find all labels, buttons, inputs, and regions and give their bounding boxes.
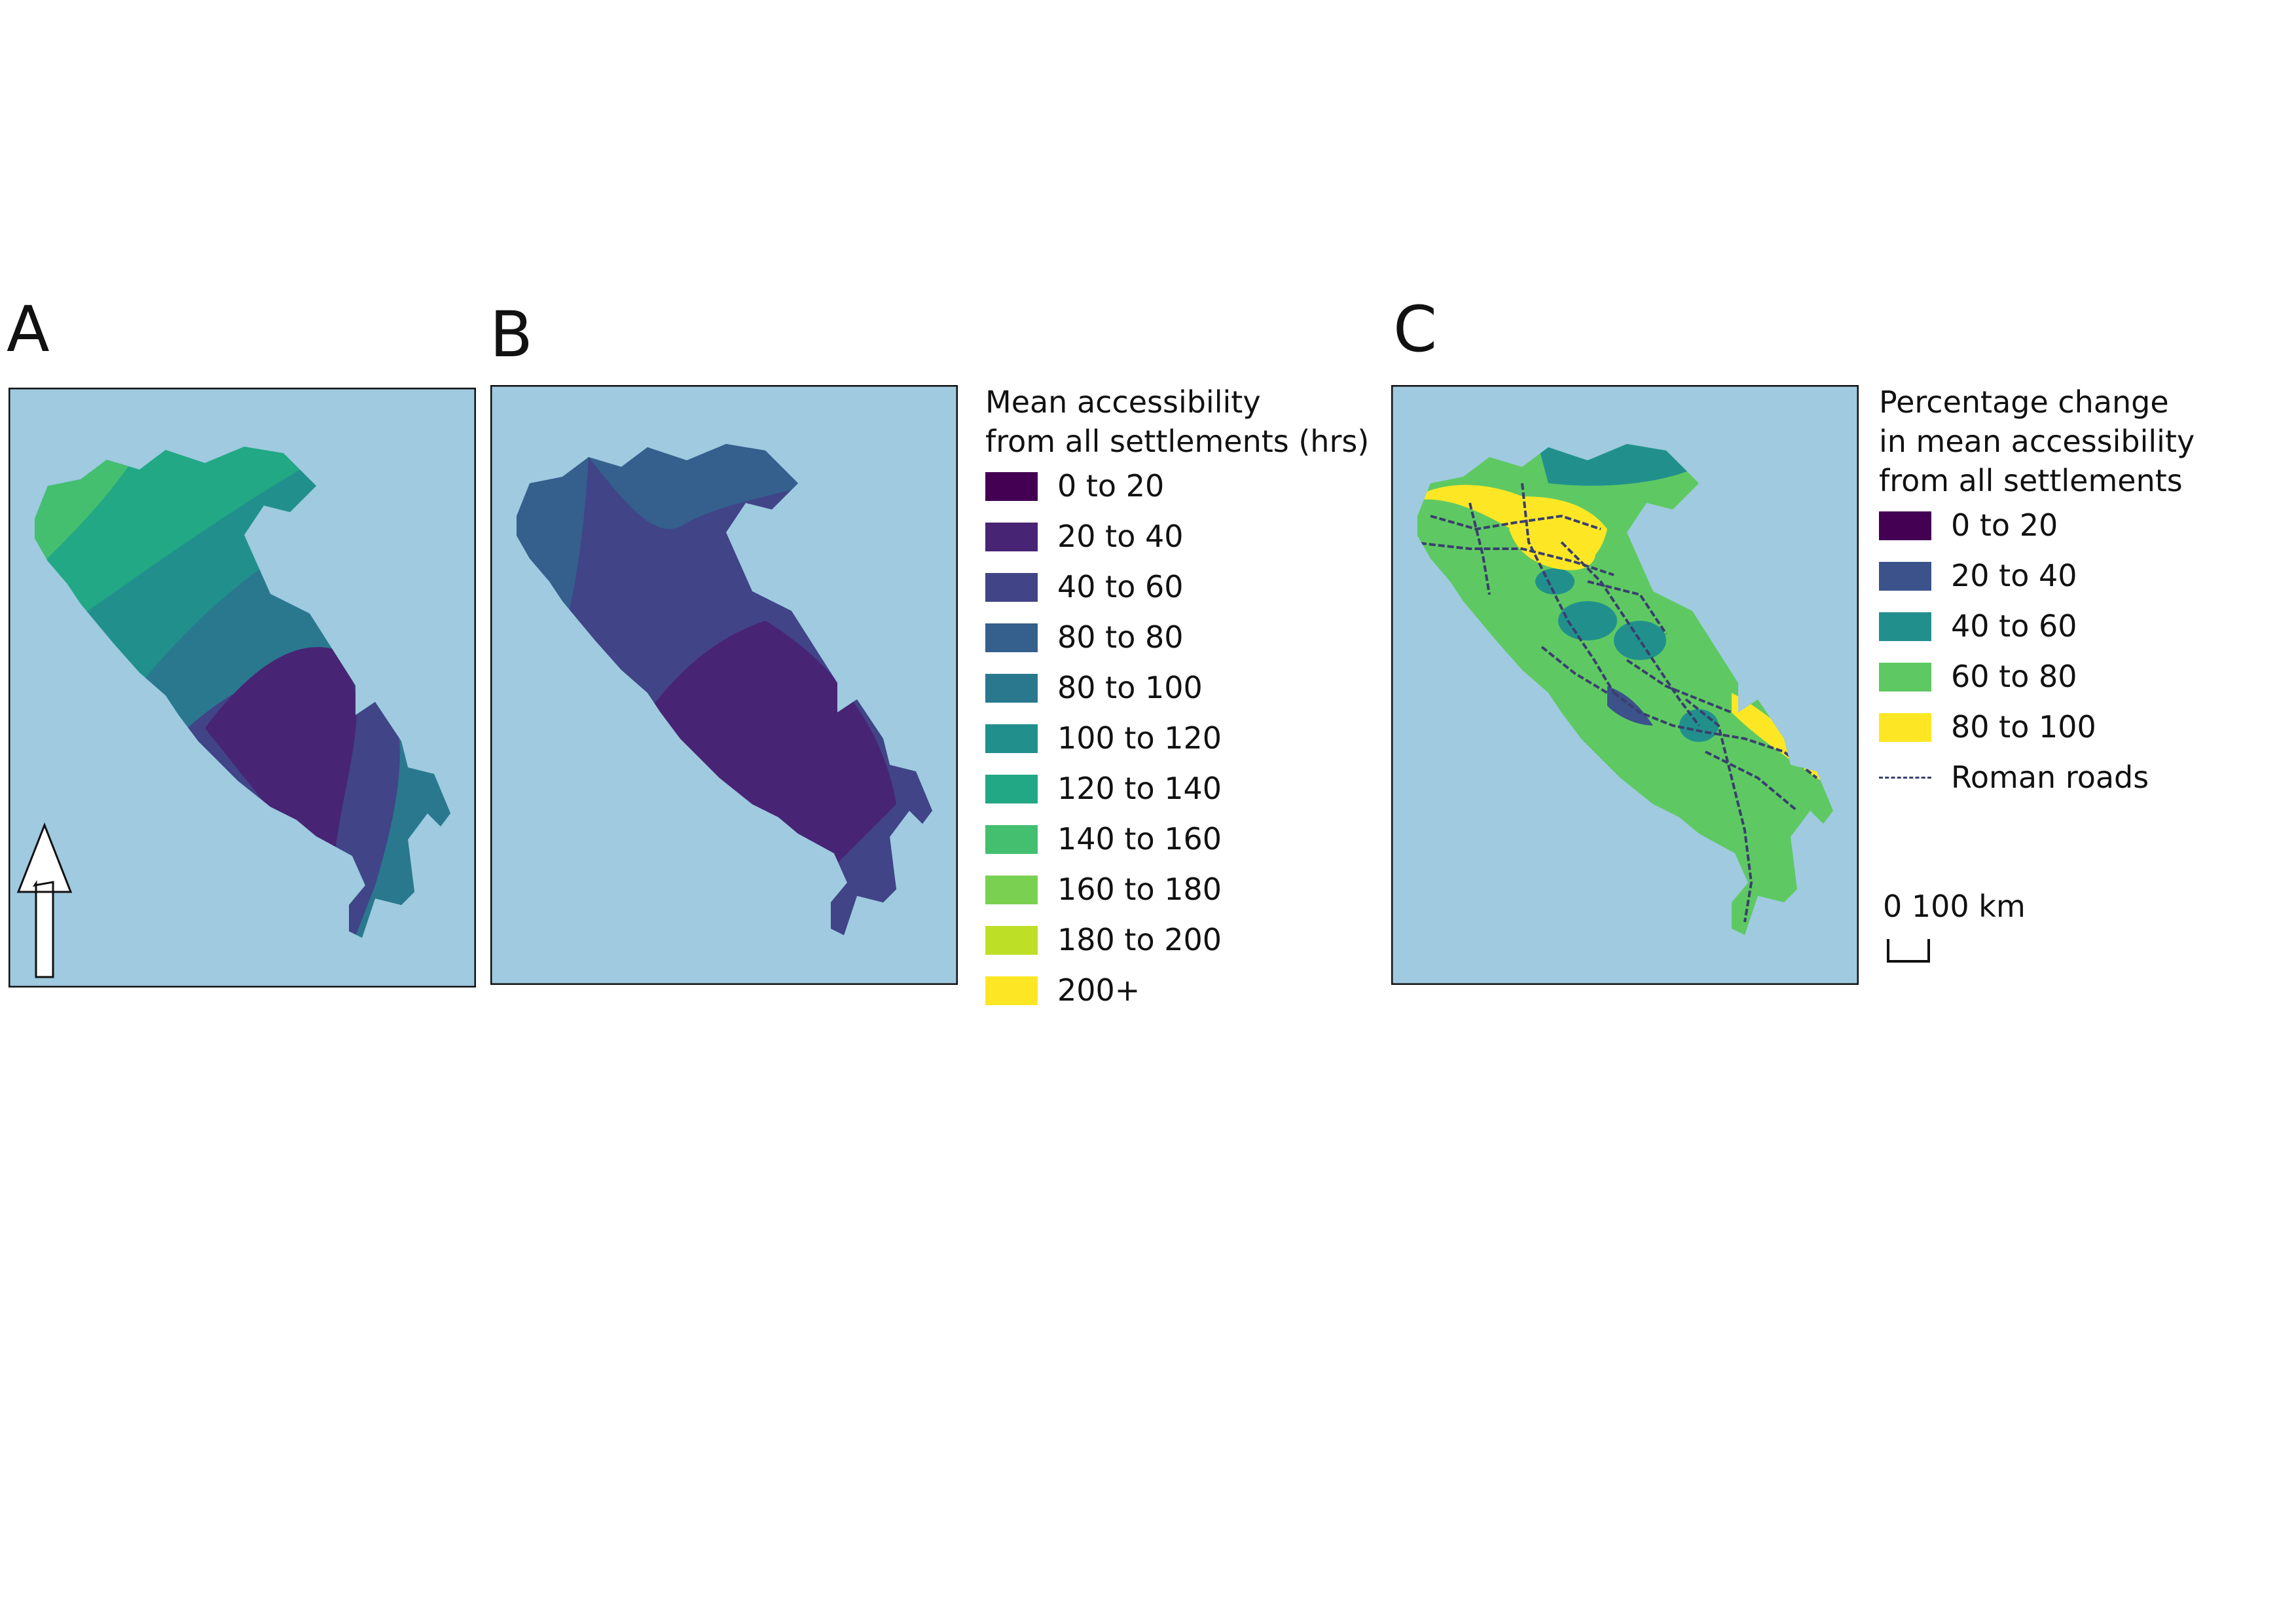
legend-swatch [985,876,1038,905]
legend-label: 200+ [1057,972,1140,1008]
legend-label: 0 to 20 [1057,468,1165,504]
legend-label: 160 to 180 [1057,872,1222,908]
legend-label: 60 to 80 [1951,658,2077,694]
legend-items: 0 to 20 20 to 40 40 to 60 60 to 80 80 to 100 [1879,500,2195,752]
legend-swatch [985,775,1038,804]
legend-item: 20 to 40 [1879,551,2195,601]
legend-label: 140 to 160 [1057,821,1222,857]
legend-item: 80 to 80 [985,613,1369,663]
zone-80-100-north2 [1509,517,1596,570]
legend-label: 20 to 40 [1057,519,1184,555]
legend-item: 20 to 40 [985,512,1369,563]
legend-swatch [985,573,1038,602]
legend-items: 0 to 20 20 to 40 40 to 60 80 to 80 80 to 100… [985,462,1369,1016]
north-arrow-icon [16,822,73,978]
legend-swatch [985,674,1038,703]
scale-bar-label: 0 100 km [1883,889,2026,924]
map-panel-a [9,388,476,987]
legend-label: 120 to 140 [1057,771,1222,807]
panel-label-c: C [1393,293,1438,366]
zone-20-40 [647,621,896,883]
roman-roads [1417,483,1818,923]
legend-label: 100 to 120 [1057,720,1222,756]
legend-label: 0 to 20 [1951,507,2058,543]
zone-40-60-patch [1558,601,1617,640]
legend-item: 100 to 120 [985,714,1369,764]
panel-label-a: A [7,293,50,366]
legend-swatch [1879,612,1931,641]
legend-swatch [1879,662,1931,692]
zone-140-160 [35,447,172,597]
legend-item: 80 to 100 [1879,702,2195,752]
zone-20-40 [205,647,357,859]
legend-label: 180 to 200 [1057,922,1222,958]
legend-label: Roman roads [1951,759,2149,795]
legend-swatch [985,724,1038,754]
zone-40-60-patch [1614,621,1666,660]
zone-40-60-patch [1535,568,1575,595]
map-panel-b [490,385,958,985]
legend-label: 80 to 100 [1057,670,1203,706]
legend-item: 0 to 20 [1879,500,2195,551]
legend-item: 160 to 180 [985,865,1369,915]
legend-item: 40 to 60 [985,563,1369,613]
legend-swatch [1879,561,1931,591]
zone-40-60-north [1522,444,1705,486]
legend-item: 0 to 20 [985,462,1369,512]
legend-item: 120 to 140 [985,764,1369,815]
legend-swatch [1879,712,1931,742]
map-panel-c [1391,385,1859,985]
legend-title: Mean accessibility from all settlements … [985,384,1370,459]
legend-item: 140 to 160 [985,815,1369,865]
panel-label-b: B [490,298,533,371]
legend-swatch [985,523,1038,552]
legend-label: 40 to 60 [1951,608,2077,644]
legend-item: 80 to 100 [985,663,1369,714]
legend-swatch [985,926,1038,955]
legend-swatch [985,472,1038,502]
legend-swatch [1879,511,1931,540]
legend-title: Percentage change in mean accessibility … [1879,384,2195,498]
road-line-icon [1879,777,1931,779]
accessibility-legend: Mean accessibility from all settlements … [985,383,1369,1016]
legend-label: 20 to 40 [1951,557,2077,593]
legend-item: 40 to 60 [1879,601,2195,652]
zone-80-80-north [517,444,932,529]
legend-label: 40 to 60 [1057,569,1184,605]
legend-item: 200+ [985,966,1369,1016]
scale-bar [1887,939,1930,963]
legend-item-roman-roads: Roman roads [1879,752,2195,803]
change-legend: Percentage change in mean accessibility … [1879,383,2195,803]
legend-item: 60 to 80 [1879,652,2195,702]
legend-swatch [985,976,1038,1006]
legend-swatch [985,623,1038,653]
legend-item: 180 to 200 [985,915,1369,966]
legend-label: 80 to 80 [1057,619,1184,655]
legend-swatch [985,825,1038,855]
legend-label: 80 to 100 [1951,709,2096,745]
